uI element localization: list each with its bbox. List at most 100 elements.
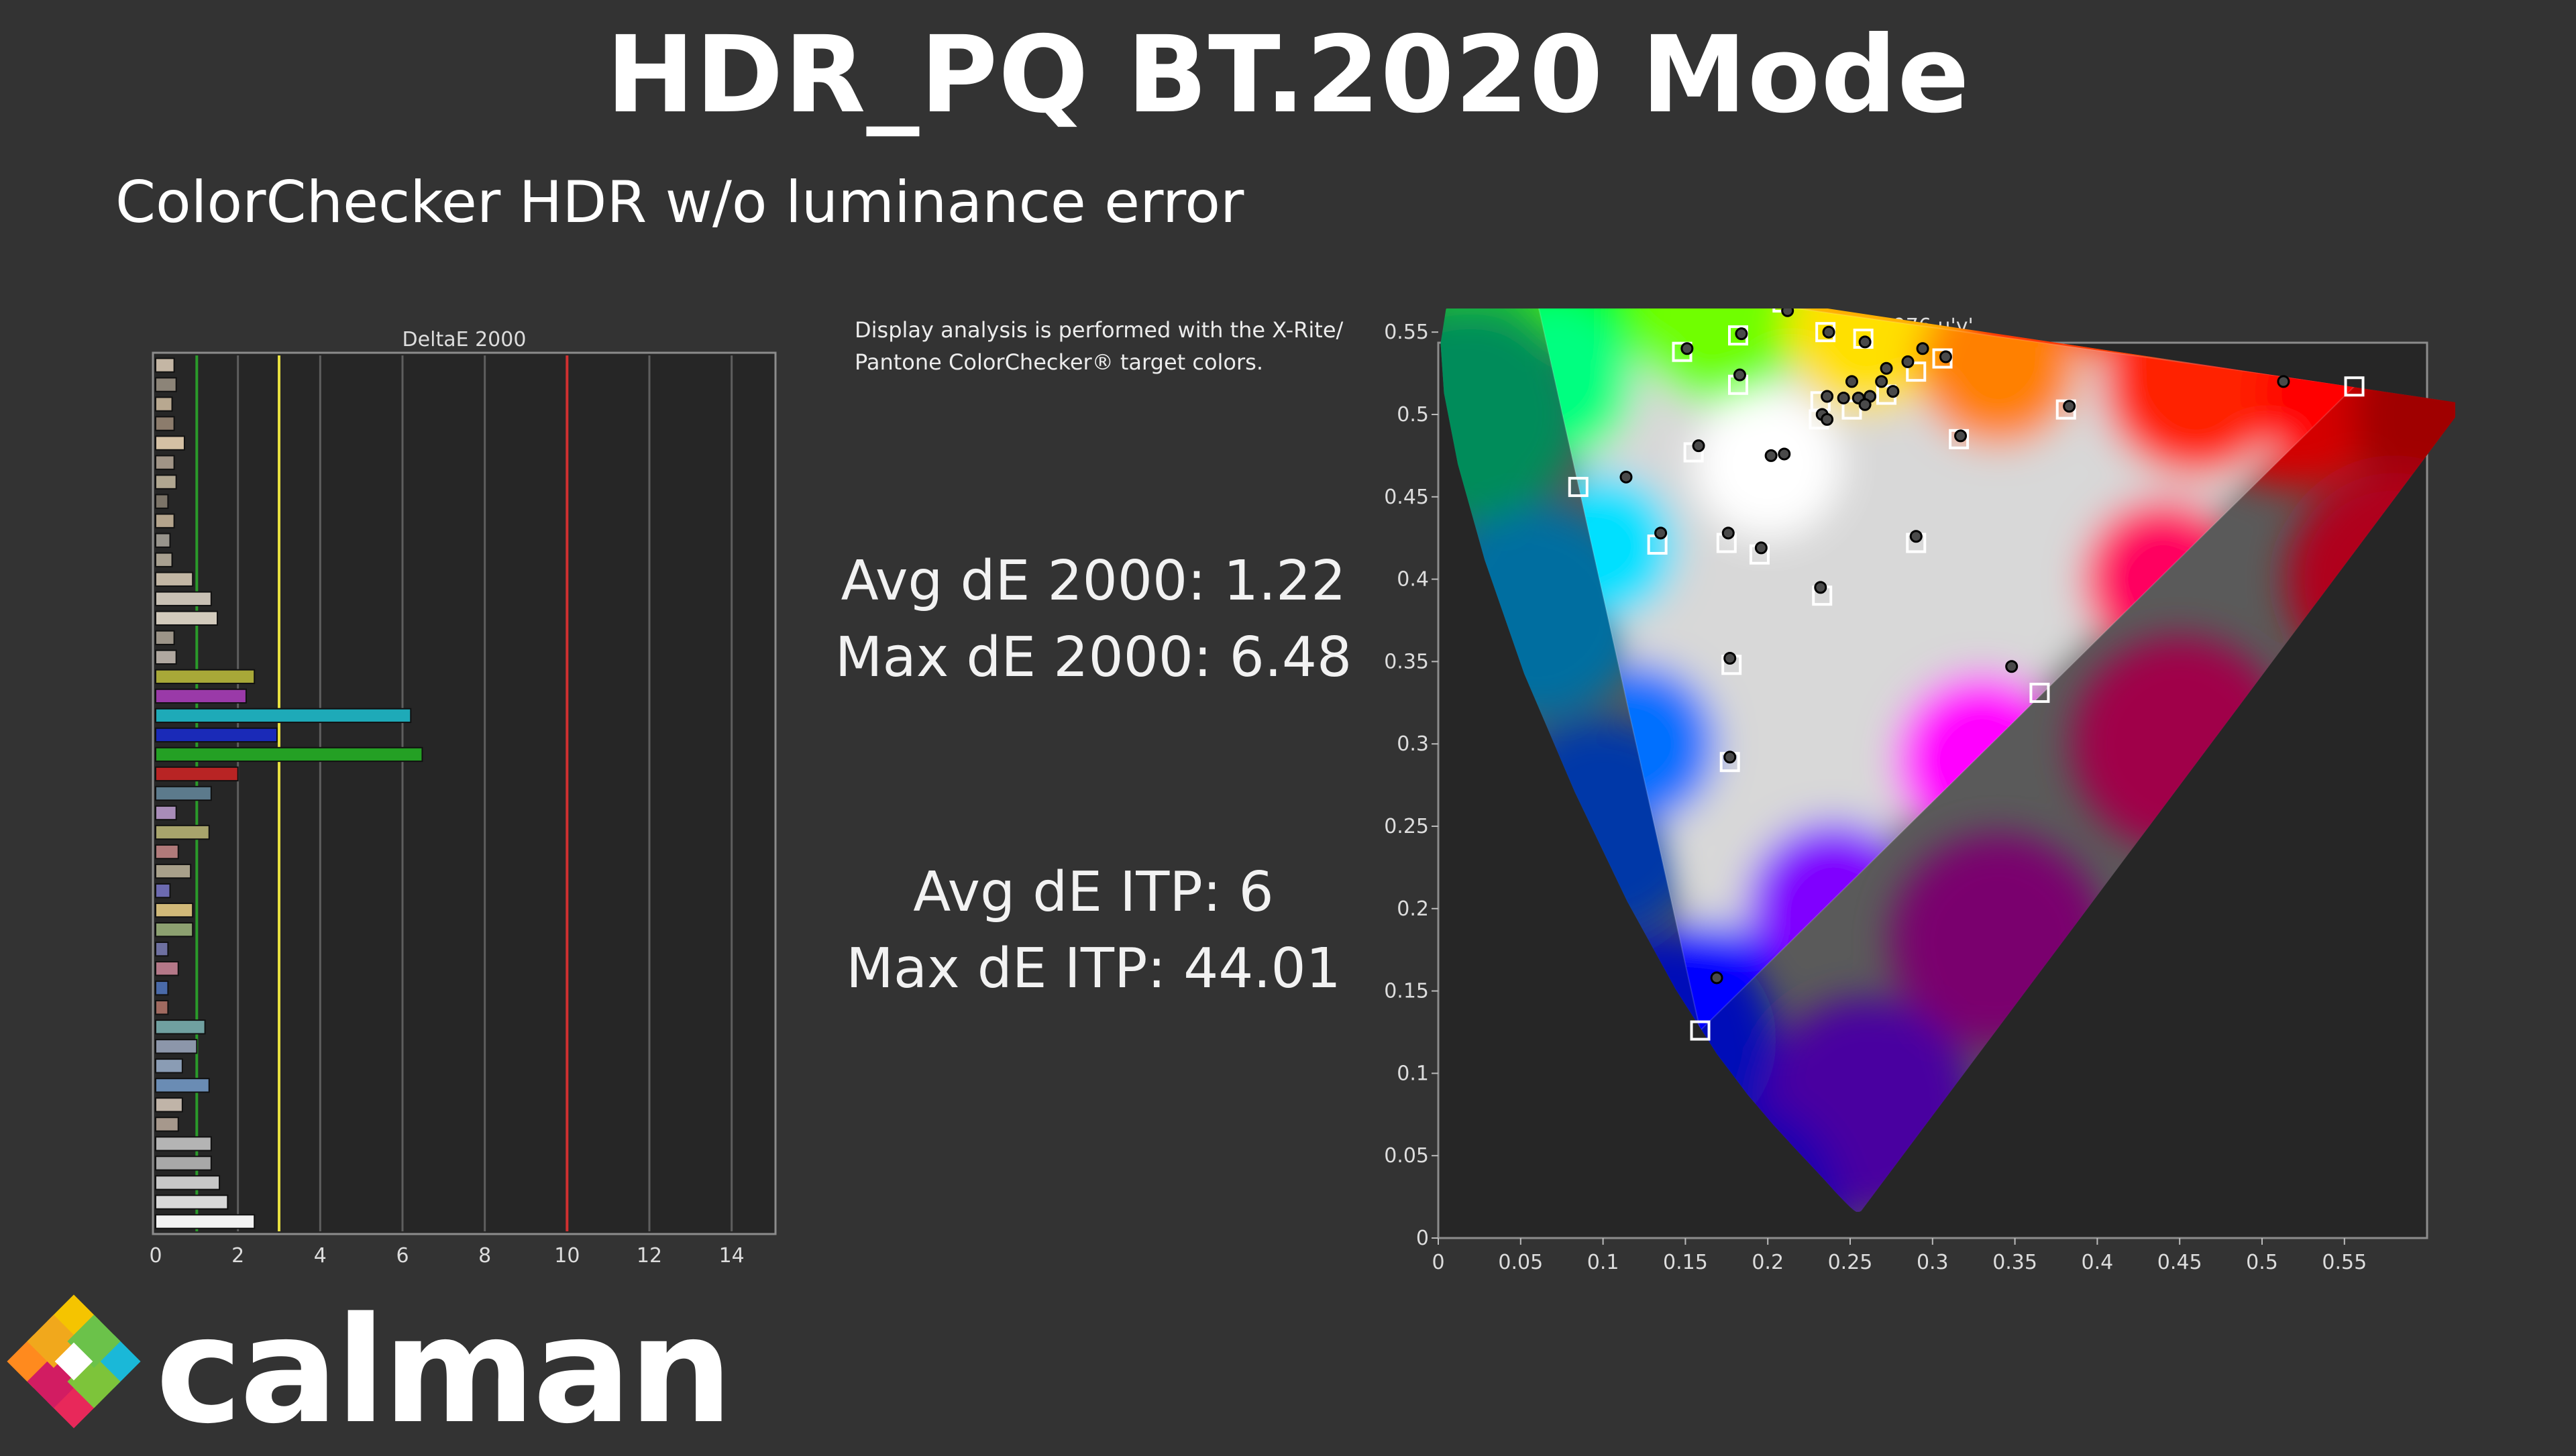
bar-x-tick-label: 8 <box>478 1244 491 1268</box>
delta-bar <box>155 1078 210 1093</box>
bar-series <box>155 357 423 1229</box>
max-deitp: Max dE ITP: 44.01 <box>846 937 1341 1001</box>
analysis-note: Display analysis is performed with the X… <box>855 314 1343 378</box>
measured-point <box>1845 375 1858 388</box>
measured-point <box>1822 325 1835 339</box>
delta-bar <box>155 1117 179 1132</box>
delta-bar <box>155 961 179 976</box>
measured-point <box>2005 660 2019 673</box>
x-tick-label: 0.3 <box>1917 1251 1949 1274</box>
measured-point <box>1680 342 1694 355</box>
bar-x-ticks: 0 2 4 6 8 10 12 14 <box>149 1244 744 1268</box>
delta-bar <box>155 416 175 431</box>
deitp-stats: Avg dE ITP: 6 Max dE ITP: 44.01 <box>818 854 1368 1007</box>
measured-points <box>1619 309 2290 985</box>
measured-point <box>1837 391 1850 404</box>
y-tick-label: 0.35 <box>1384 650 1429 673</box>
delta-bar <box>155 669 256 685</box>
x-tick-label: 0.15 <box>1663 1251 1708 1274</box>
y-tick-label: 0.1 <box>1397 1062 1429 1085</box>
bar-plot-area <box>152 351 777 1235</box>
delta-bar <box>155 746 423 763</box>
measured-point <box>1692 439 1705 453</box>
measured-point <box>1886 385 1900 398</box>
delta-bar <box>155 552 173 567</box>
bar-x-tick-label: 2 <box>231 1244 244 1268</box>
delta-bar <box>155 708 412 724</box>
measured-point <box>1781 309 1794 317</box>
y-tick-label: 0.3 <box>1397 732 1429 756</box>
measured-point <box>1916 342 1929 355</box>
page-subtitle: ColorChecker HDR w/o luminance error <box>115 169 1244 236</box>
delta-bar <box>155 1214 256 1229</box>
delta-bar <box>155 785 212 801</box>
y-tick-label: 0.25 <box>1384 815 1429 838</box>
delta-bar <box>155 1194 229 1210</box>
target-square <box>1906 361 1927 382</box>
delta-bar <box>155 727 278 743</box>
delta-bar <box>155 902 194 918</box>
bar-x-tick-label: 6 <box>396 1244 409 1268</box>
y-tick-label: 0.55 <box>1384 321 1429 344</box>
calman-logo-mark <box>7 1294 141 1429</box>
bar-x-tick-label: 0 <box>149 1244 162 1268</box>
measured-point <box>2063 400 2076 413</box>
delta-bar <box>155 533 171 548</box>
avg-deitp: Avg dE ITP: 6 <box>913 860 1274 924</box>
delta-bar <box>155 1175 221 1190</box>
measured-point <box>1778 447 1791 461</box>
bar-chart-title: DeltaE 2000 <box>402 328 527 351</box>
delta-bar <box>155 396 173 412</box>
delta-bar <box>155 921 194 938</box>
delta-bar <box>155 1000 169 1015</box>
target-square <box>1568 477 1589 498</box>
x-tick-label: 0 <box>1432 1251 1444 1274</box>
delta-bar <box>155 766 239 782</box>
delta-bar <box>155 630 175 645</box>
y-tick-label: 0.05 <box>1384 1144 1429 1168</box>
x-tick-label: 0.25 <box>1828 1251 1873 1274</box>
measured-point <box>1721 526 1735 540</box>
y-tick-label: 0.4 <box>1397 568 1429 592</box>
measured-point <box>1939 350 1952 363</box>
measured-point <box>1875 375 1888 388</box>
de2000-stats: Avg dE 2000: 1.22 Max dE 2000: 6.48 <box>818 543 1368 696</box>
measured-point <box>1901 355 1915 368</box>
y-tick-label: 0.15 <box>1384 980 1429 1003</box>
x-tick-label: 0.55 <box>2322 1251 2367 1274</box>
delta-bar <box>155 824 210 840</box>
measured-point <box>1723 750 1737 764</box>
target-square <box>1841 399 1862 420</box>
cie-chart: CIE 1976 u'v' 00.050.10.150.20.250.30.35… <box>1384 309 2455 1274</box>
target-square <box>2344 376 2365 397</box>
delta-bar <box>155 1097 183 1113</box>
y-tick-label: 0.45 <box>1384 486 1429 509</box>
delta-bar <box>155 805 177 821</box>
delta-bar <box>155 942 169 957</box>
max-de2000: Max dE 2000: 6.48 <box>835 626 1352 689</box>
analysis-note-line1: Display analysis is performed with the X… <box>855 317 1344 343</box>
gamut-triangle <box>1529 309 2356 1032</box>
y-tick-label: 0.5 <box>1397 403 1429 427</box>
delta-bar <box>155 610 218 626</box>
delta-bar <box>155 883 171 899</box>
calman-logo <box>7 1294 141 1429</box>
x-tick-label: 0.1 <box>1587 1251 1619 1274</box>
bar-x-tick-label: 10 <box>554 1244 580 1268</box>
measured-point <box>1735 327 1748 341</box>
x-tick-label: 0.45 <box>2157 1251 2202 1274</box>
delta-bar <box>155 357 175 373</box>
delta-bar <box>155 377 177 392</box>
measured-point <box>1754 541 1768 555</box>
measured-point <box>1858 335 1872 349</box>
analysis-note-line2: Pantone ColorChecker® target colors. <box>855 349 1263 375</box>
delta-bar <box>155 1019 206 1035</box>
measured-point <box>1654 526 1668 540</box>
bar-x-tick-label: 4 <box>314 1244 327 1268</box>
deltae-bar-chart: DeltaE 2000 0 2 4 6 8 10 12 14 <box>149 328 777 1268</box>
measured-point <box>1858 398 1872 411</box>
delta-bar <box>155 1136 212 1152</box>
measured-point <box>2277 375 2290 388</box>
measured-point <box>1723 651 1737 665</box>
delta-bar <box>155 863 192 879</box>
